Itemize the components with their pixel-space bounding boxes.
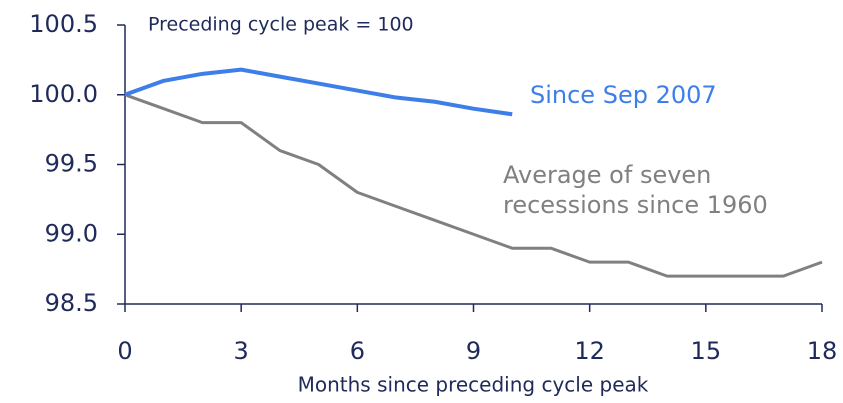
y-tick-label: 98.5 [45,289,98,317]
y-tick-label: 99.0 [45,219,98,247]
x-tick-label: 15 [691,337,722,365]
x-axis-label: Months since preceding cycle peak [298,373,649,397]
x-tick-label: 18 [807,337,838,365]
x-tick-label: 0 [117,337,132,365]
chart-title: Preceding cycle peak = 100 [148,14,414,36]
series-label: Since Sep 2007 [530,81,717,109]
x-tick-label: 9 [466,337,481,365]
y-tick-label: 100.0 [29,80,98,108]
y-tick-label: 99.5 [45,150,98,178]
x-tick-label: 6 [350,337,365,365]
x-tick-label: 3 [234,337,249,365]
line-series [124,93,823,278]
line-series [124,67,513,117]
series-label: Average of seven recessions since 1960 [503,161,768,219]
y-tick-label: 100.5 [29,10,98,38]
x-tick-label: 12 [574,337,605,365]
